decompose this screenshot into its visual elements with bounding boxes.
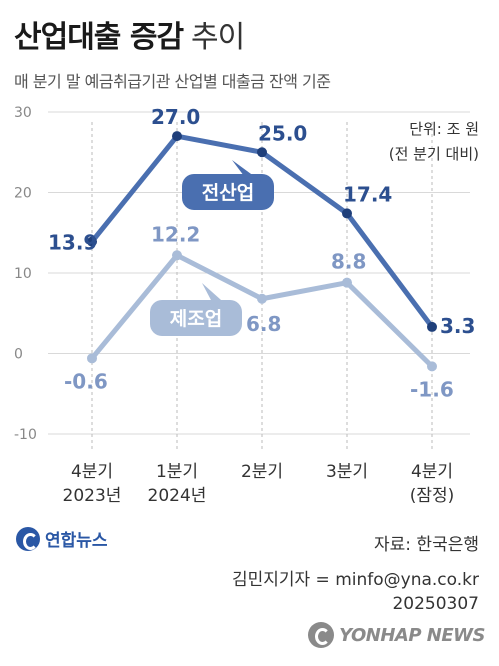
primary-data-label: 3.3 xyxy=(440,314,475,338)
x-tick-label: 3분기 xyxy=(302,460,392,484)
secondary-data-label: 8.8 xyxy=(331,250,366,274)
yonhap-logo: 연합뉴스 xyxy=(16,526,108,551)
primary-point xyxy=(427,321,437,332)
x-tick-label: 4분기 (잠정) xyxy=(387,460,477,508)
secondary-data-label: -0.6 xyxy=(64,369,108,393)
credit: 김민지기자 = minfo@yna.co.kr 20250307 xyxy=(232,568,479,616)
series-primary-badge xyxy=(182,174,274,210)
primary-data-label: 17.4 xyxy=(343,182,392,206)
unit-label: 단위: 조 원 xyxy=(409,120,479,138)
yonhap-news-icon xyxy=(308,622,335,648)
credit-date: 20250307 xyxy=(392,594,479,614)
x-tick-label: 1분기 2024년 xyxy=(132,460,222,508)
logo-text: 연합뉴스 xyxy=(45,531,108,551)
secondary-data-label: 6.8 xyxy=(246,312,281,336)
y-tick-label: 30 xyxy=(14,105,32,121)
y-tick-label: 10 xyxy=(14,266,32,282)
watermark-text: YONHAP NEWS xyxy=(339,624,485,646)
primary-data-label: 13.9 xyxy=(48,231,97,255)
secondary-point xyxy=(172,250,182,261)
x-tick-label: 4분기 2023년 xyxy=(47,460,137,508)
primary-point xyxy=(342,208,352,219)
page-title-suffix: 추이 xyxy=(191,20,245,55)
page-subtitle: 매 분기 말 예금취급기관 산업별 대출금 잔액 기준 xyxy=(14,72,331,91)
unit-note: (전 분기 대비) xyxy=(388,145,479,163)
primary-data-label: 27.0 xyxy=(151,105,200,129)
x-tick-label-period: 3분기 xyxy=(325,462,369,482)
series-secondary-badge-label: 제조업 xyxy=(170,308,222,330)
primary-point xyxy=(172,131,182,142)
primary-point xyxy=(87,236,97,247)
x-tick-label-period: 4분기 xyxy=(410,462,454,482)
page-title: 산업대출 증감 xyxy=(14,20,184,55)
secondary-point xyxy=(257,293,267,304)
title-row: 산업대출 증감 추이 xyxy=(14,12,245,56)
secondary-point xyxy=(427,361,437,372)
x-tick-label-period: 2분기 xyxy=(240,462,284,482)
secondary-point xyxy=(342,277,352,288)
x-tick-label-year: 2024년 xyxy=(147,486,207,506)
y-tick-label: 0 xyxy=(14,347,23,363)
yonhap-news-watermark: YONHAP NEWS xyxy=(308,622,485,648)
x-tick-label: 2분기 xyxy=(217,460,307,484)
series-primary-badge-label: 전산업 xyxy=(202,182,254,204)
x-tick-label-year: 2023년 xyxy=(62,486,122,506)
series-secondary-badge xyxy=(150,300,242,336)
series-primary-badge-pointer xyxy=(232,160,262,182)
credit-author: 김민지기자 = minfo@yna.co.kr xyxy=(231,570,479,590)
primary-point xyxy=(257,147,267,158)
y-tick-label: -10 xyxy=(14,427,37,443)
secondary-data-label: 12.2 xyxy=(151,222,200,246)
secondary-data-label: -1.6 xyxy=(410,377,454,401)
primary-data-label: 25.0 xyxy=(258,121,307,145)
x-tick-label-period: 1분기 xyxy=(155,462,199,482)
y-tick-label: 20 xyxy=(14,186,32,202)
secondary-point xyxy=(87,353,97,364)
x-tick-label-year: (잠정) xyxy=(409,486,455,506)
source-note: 자료: 한국은행 xyxy=(374,535,479,555)
series-secondary-badge-pointer xyxy=(202,283,230,308)
x-tick-label-period: 4분기 xyxy=(70,462,114,482)
yonhap-logo-icon xyxy=(16,526,40,551)
